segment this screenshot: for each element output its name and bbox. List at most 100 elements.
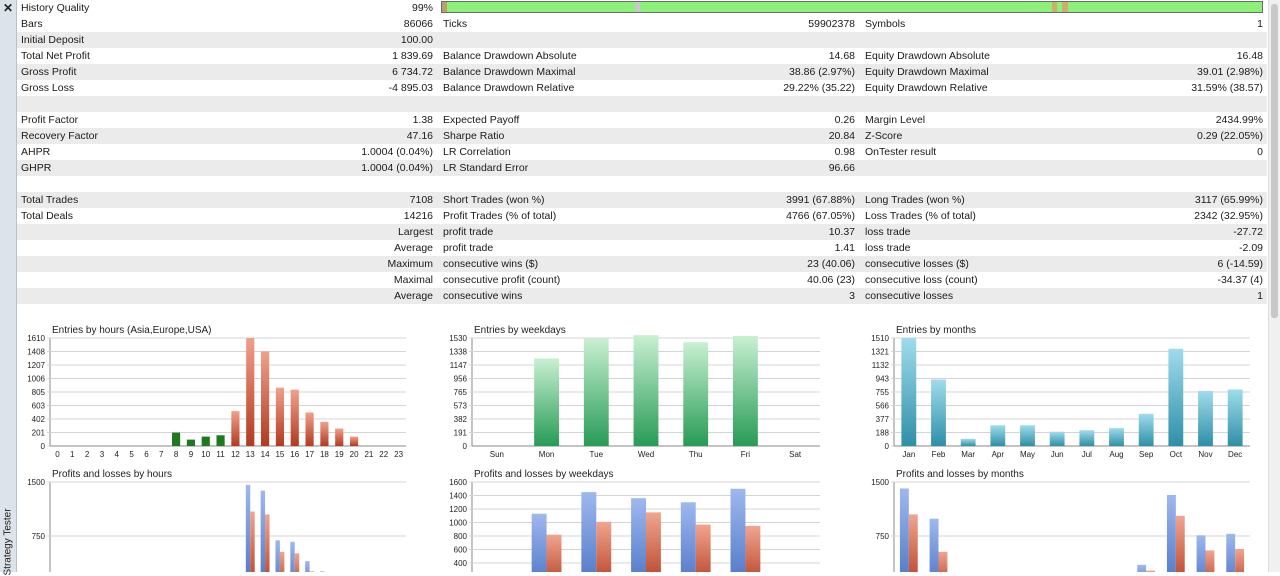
stats-row: Total Trades 7108 Short Trades (won %) 3991… xyxy=(17,192,1267,208)
chart-bar xyxy=(1137,564,1147,572)
stats-row: Maximal consecutive profit (count) 40.06 (… xyxy=(17,272,1267,288)
stat-value: 3117 (65.99%) xyxy=(1194,194,1263,206)
x-tick-label: Fri xyxy=(741,450,751,459)
y-tick-label: 943 xyxy=(876,375,890,384)
x-tick-label: 1 xyxy=(70,450,75,459)
x-tick-label: 18 xyxy=(320,450,329,459)
chart-title: Entries by months xyxy=(896,325,976,336)
stat-value: 4766 (67.05%) xyxy=(786,210,855,222)
chart-bar xyxy=(1020,425,1035,446)
x-tick-label: 15 xyxy=(275,450,284,459)
stat-label: Sharpe Ratio xyxy=(443,130,505,142)
stat-value: 86066 xyxy=(403,18,433,30)
y-tick-label: 1510 xyxy=(871,334,889,343)
x-tick-label: Dec xyxy=(1228,450,1242,459)
stat-value: 16.48 xyxy=(1236,50,1263,62)
y-tick-label: 1132 xyxy=(872,361,890,370)
y-tick-label: 1200 xyxy=(449,505,467,514)
y-tick-label: 566 xyxy=(876,402,890,411)
stat-label: Equity Drawdown Absolute xyxy=(865,50,990,62)
stat-label: profit trade xyxy=(443,226,494,238)
y-tick-label: 1408 xyxy=(27,348,45,357)
chart-bar xyxy=(1138,413,1154,446)
stat-value: 0.98 xyxy=(834,146,855,158)
stat-value: 1.38 xyxy=(412,114,433,126)
y-tick-label: 750 xyxy=(876,532,890,541)
y-tick-label: 377 xyxy=(876,415,890,424)
chart-bar xyxy=(305,561,310,572)
stat-label: Maximum xyxy=(387,258,433,270)
stat-value: -34.37 (4) xyxy=(1217,274,1263,286)
stat-value: 14.68 xyxy=(828,50,855,62)
y-tick-label: 750 xyxy=(32,532,46,541)
stats-row xyxy=(17,96,1267,112)
chart-bar xyxy=(201,436,210,446)
x-tick-label: Mon xyxy=(539,450,555,459)
x-tick-label: Feb xyxy=(932,450,946,459)
vertical-scrollbar[interactable] xyxy=(1268,0,1280,572)
stat-value: 3 xyxy=(849,290,855,302)
stats-row: Average profit trade 1.41 loss trade -2.09 xyxy=(17,240,1267,256)
chart-bar xyxy=(1227,389,1243,446)
chart-bar xyxy=(929,518,939,572)
stat-value: 2342 (32.95%) xyxy=(1194,210,1263,222)
y-tick-label: 1321 xyxy=(871,348,889,357)
x-tick-label: Oct xyxy=(1170,450,1183,459)
x-tick-label: 0 xyxy=(55,450,60,459)
chart-bar xyxy=(1166,494,1176,572)
stat-value: 23 (40.06) xyxy=(807,258,855,270)
stat-label: Symbols xyxy=(865,18,906,30)
y-tick-label: 600 xyxy=(454,546,468,555)
stats-row: Initial Deposit 100.00 xyxy=(17,32,1267,48)
stat-label: profit trade xyxy=(443,242,494,254)
stat-value: 6 (-14.59) xyxy=(1217,258,1263,270)
y-tick-label: 805 xyxy=(32,388,46,397)
chart-bar xyxy=(596,521,612,572)
y-tick-label: 765 xyxy=(454,388,468,397)
stats-row: Maximum consecutive wins ($) 23 (40.06) con… xyxy=(17,256,1267,272)
chart-bar xyxy=(1226,533,1236,572)
x-tick-label: 7 xyxy=(159,450,164,459)
stat-value: 2434.99% xyxy=(1215,114,1263,126)
stat-label: Total Trades xyxy=(21,194,79,206)
stat-value: 47.16 xyxy=(406,130,433,142)
chart-bar xyxy=(1079,430,1095,446)
chart-title: Entries by hours (Asia,Europe,USA) xyxy=(52,325,212,336)
x-tick-label: Jun xyxy=(1051,450,1064,459)
x-tick-label: May xyxy=(1020,450,1035,459)
tester-sidebar: ✕ Strategy Tester xyxy=(0,0,17,576)
chart-bar xyxy=(646,512,661,572)
chart-bar xyxy=(931,379,946,446)
x-tick-label: Jul xyxy=(1082,450,1092,459)
stat-label: Z-Score xyxy=(865,130,903,142)
chart-title: Profits and losses by hours xyxy=(52,469,172,480)
stats-row: Largest profit trade 10.37 loss trade -27.72 xyxy=(17,224,1267,240)
y-tick-label: 400 xyxy=(454,559,468,568)
y-tick-label: 1400 xyxy=(449,492,467,501)
y-tick-label: 1500 xyxy=(27,478,45,487)
x-tick-label: Tue xyxy=(590,450,604,459)
chart-bar xyxy=(631,498,646,572)
close-icon[interactable]: ✕ xyxy=(3,1,14,15)
stat-value: 1 839.69 xyxy=(392,50,433,62)
y-tick-label: 402 xyxy=(32,415,46,424)
stat-value: 0.26 xyxy=(834,114,855,126)
y-tick-label: 1600 xyxy=(449,478,467,487)
history-quality-row: History Quality 99% xyxy=(17,0,1267,16)
stat-label: Balance Drawdown Absolute xyxy=(443,50,577,62)
chart-bar xyxy=(1205,550,1215,572)
x-tick-label: Sun xyxy=(490,450,504,459)
x-tick-label: 11 xyxy=(216,450,225,459)
chart-bar xyxy=(1049,431,1065,446)
y-tick-label: 0 xyxy=(463,442,468,451)
stat-label: Average xyxy=(394,242,433,254)
y-tick-label: 1500 xyxy=(871,478,889,487)
stat-value: 1 xyxy=(1257,18,1263,30)
chart-bar xyxy=(290,389,299,446)
x-tick-label: 6 xyxy=(144,450,149,459)
scrollbar-thumb[interactable] xyxy=(1271,4,1278,318)
stat-label: Profit Trades (% of total) xyxy=(443,210,557,222)
chart-title: Profits and losses by weekdays xyxy=(474,469,614,480)
y-tick-label: 1530 xyxy=(449,334,467,343)
